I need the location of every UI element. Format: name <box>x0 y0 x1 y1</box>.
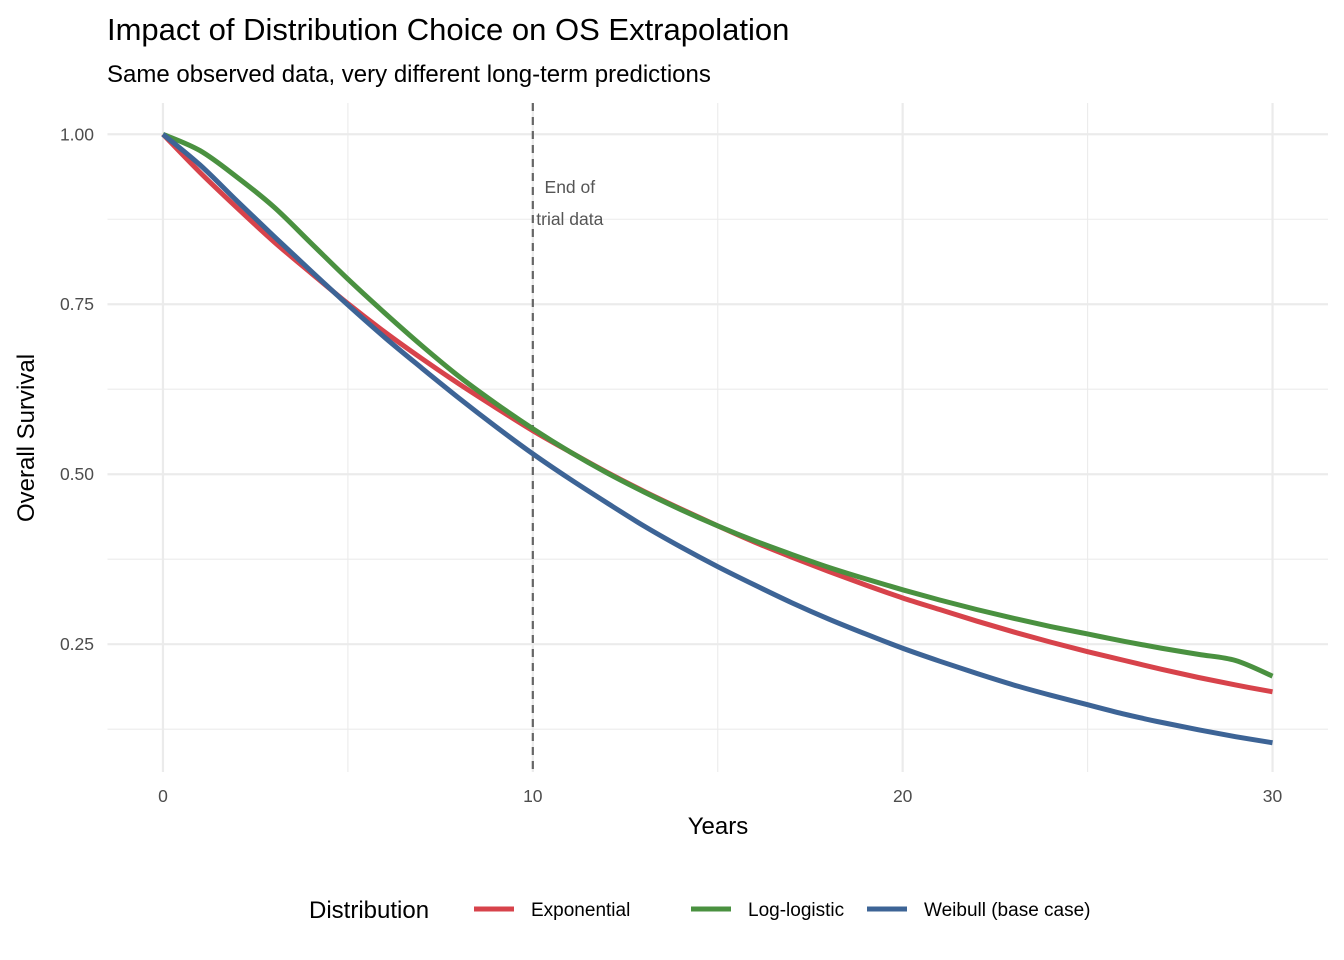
legend: Distribution Exponential Log-logistic Weib… <box>309 897 1091 924</box>
legend-label-weibull-base-case: Weibull (base case) <box>924 900 1091 921</box>
annotation-layer: End of trial data <box>531 103 604 772</box>
axis-labels: 0 10 20 30 0.25 0.50 0.75 1.00 <box>60 124 1283 806</box>
x-tick-label: 10 <box>523 786 543 806</box>
series-line-log-logistic <box>161 131 1274 679</box>
x-axis-title: Years <box>688 813 749 840</box>
annotation-text: End of <box>545 177 596 197</box>
legend-label-log-logistic: Log-logistic <box>748 900 844 921</box>
grid <box>107 103 1328 772</box>
y-tick-label: 0.75 <box>60 294 94 314</box>
annotation-text: trial data <box>536 209 603 229</box>
x-tick-label: 0 <box>158 786 168 806</box>
y-tick-label: 0.50 <box>60 464 94 484</box>
chart-subtitle: Same observed data, very different long-… <box>107 61 711 88</box>
y-tick-label: 1.00 <box>60 124 94 144</box>
y-tick-label: 0.25 <box>60 634 94 654</box>
series-layer <box>161 131 1274 746</box>
x-tick-label: 30 <box>1263 786 1283 806</box>
legend-title: Distribution <box>309 897 429 924</box>
series-line-weibull-base-case <box>161 132 1273 746</box>
y-axis-title: Overall Survival <box>13 354 40 522</box>
x-tick-label: 20 <box>893 786 913 806</box>
chart-title: Impact of Distribution Choice on OS Extr… <box>107 12 789 47</box>
legend-label-exponential: Exponential <box>531 900 630 921</box>
